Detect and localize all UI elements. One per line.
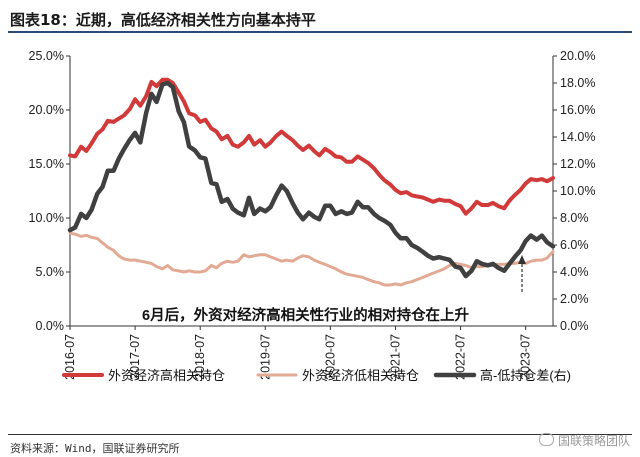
x-tick-label: 2016-07	[63, 334, 77, 380]
annotation-arrow-head	[518, 255, 526, 264]
chart-annotation-group: 6月后，外资对经济高相关性行业的相对持仓在上升	[142, 255, 526, 324]
x-tick-label: 2021-07	[388, 334, 402, 380]
right-tick-label: 4.0%	[560, 265, 589, 279]
header-rule	[8, 31, 632, 33]
x-tick-label: 2023-07	[519, 334, 533, 380]
left-tick-label: 20.0%	[29, 103, 64, 117]
left-tick-label: 10.0%	[29, 211, 64, 225]
x-tick-label: 2017-07	[128, 334, 142, 380]
chart-series	[67, 77, 556, 287]
right-tick-label: 10.0%	[560, 184, 595, 198]
left-tick-label: 0.0%	[36, 319, 65, 333]
x-tick-label: 2022-07	[454, 334, 468, 380]
left-tick-label: 15.0%	[29, 157, 64, 171]
legend-label: 外资经济高相关持仓	[108, 368, 225, 383]
wechat-icon	[538, 433, 554, 446]
figure-title: 图表18：近期，高低经济相关性方向基本持平	[10, 11, 316, 29]
left-tick-label: 25.0%	[29, 49, 64, 63]
series-line	[67, 80, 556, 279]
source-note: 资料来源：Wind，国联证券研究所	[10, 442, 180, 455]
chart-legend: 外资经济高相关持仓 外资经济低相关持仓 高-低持仓差(右)	[62, 368, 571, 383]
right-tick-label: 2.0%	[560, 292, 589, 306]
right-tick-label: 8.0%	[560, 211, 589, 225]
x-tick-label: 2019-07	[258, 334, 272, 380]
right-tick-label: 0.0%	[560, 319, 589, 333]
right-tick-label: 18.0%	[560, 76, 595, 90]
legend-label: 外资经济低相关持仓	[302, 368, 419, 383]
series-line	[68, 231, 555, 287]
right-tick-label: 16.0%	[560, 103, 595, 117]
watermark-text: 国联策略团队	[557, 434, 630, 448]
chart-axes: 0.0% 5.0% 10.0% 15.0% 20.0% 25.0% 0.0% 2.0% 4.0%…	[29, 49, 596, 380]
right-tick-label: 12.0%	[560, 157, 595, 171]
chart-annotation: 6月后，外资对经济高相关性行业的相对持仓在上升	[142, 306, 470, 324]
figure-header: 图表18：近期，高低经济相关性方向基本持平	[0, 0, 640, 36]
line-chart: 0.0% 5.0% 10.0% 15.0% 20.0% 25.0% 0.0% 2.0% 4.0%…	[29, 49, 596, 383]
right-tick-label: 20.0%	[560, 49, 595, 63]
right-tick-label: 14.0%	[560, 130, 595, 144]
left-tick-label: 5.0%	[36, 265, 65, 279]
watermark: 国联策略团队	[538, 432, 630, 449]
x-tick-label: 2018-07	[193, 334, 207, 380]
footer-rule	[8, 434, 632, 435]
figure-footer: 资料来源：Wind，国联证券研究所 国联策略团队	[0, 428, 640, 457]
series-line	[68, 77, 555, 216]
legend-label: 高-低持仓差(右)	[480, 368, 571, 383]
x-tick-label: 2020-07	[323, 334, 337, 380]
right-tick-label: 6.0%	[560, 238, 589, 252]
